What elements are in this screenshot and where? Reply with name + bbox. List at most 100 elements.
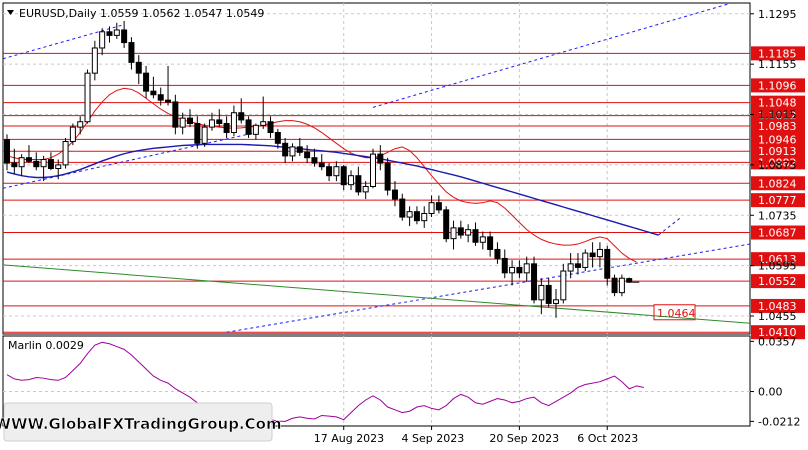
- candle-body: [33, 160, 40, 168]
- candle-body: [494, 248, 501, 259]
- marlin-oscillator: 0.0357 0.00 -0.0212: [3, 335, 800, 428]
- candle-body: [523, 263, 530, 274]
- level-price-label: 1.0613: [758, 253, 797, 266]
- candle-body: [25, 157, 32, 162]
- level-price-label: 1.0777: [758, 194, 797, 207]
- watermark-text: WWW.GlobalFXTradingGroup.Com: [0, 415, 282, 433]
- level-price-box: [751, 298, 805, 313]
- candle-body: [238, 112, 245, 121]
- candle-body: [311, 157, 318, 164]
- candle-body: [589, 252, 596, 258]
- candle-body: [450, 227, 457, 240]
- candle-body: [413, 211, 420, 222]
- level-price-label: 1.0983: [758, 120, 797, 133]
- candle-body: [223, 123, 230, 134]
- candle-body: [538, 284, 545, 301]
- time-tick-label: 17 Aug 2023: [314, 432, 384, 445]
- candle-body: [435, 202, 442, 211]
- price-tick-label: 1.1015: [758, 109, 797, 122]
- candle-body: [370, 153, 376, 187]
- candle-body: [531, 263, 538, 301]
- indicator-label: Marlin 0.0029: [8, 339, 84, 352]
- candle-body: [77, 121, 84, 128]
- candle-body: [516, 266, 523, 274]
- candle-body: [618, 277, 625, 294]
- price-tick-label: 1.0735: [758, 209, 797, 222]
- candle-body: [611, 277, 618, 294]
- candle-body: [282, 142, 289, 157]
- horizontal-levels: 1.11851.10961.10481.10121.09831.09461.09…: [3, 46, 805, 340]
- candle-body: [582, 252, 589, 268]
- candle-body: [340, 166, 347, 186]
- price-tick-label: 1.0595: [758, 260, 797, 273]
- level-price-label: 1.0946: [758, 133, 797, 146]
- candle-body: [40, 159, 47, 168]
- candle-body: [179, 117, 186, 128]
- candle-body: [318, 162, 325, 168]
- candle-body: [289, 146, 296, 157]
- level-price-box: [751, 225, 805, 240]
- candle-body: [443, 209, 450, 240]
- level-price-box: [751, 274, 805, 289]
- candle-body: [121, 29, 128, 44]
- level-price-box: [751, 119, 805, 134]
- candle-body: [267, 121, 274, 134]
- candlesticks: [4, 20, 640, 318]
- candle-body: [245, 119, 252, 135]
- moving-averages: [6, 87, 681, 263]
- candle-body: [304, 151, 311, 159]
- level-price-label: 1.1185: [758, 47, 797, 60]
- candle-body: [296, 146, 303, 153]
- candle-body: [194, 123, 201, 144]
- symbol-dropdown-icon[interactable]: [7, 10, 14, 15]
- candle-body: [106, 31, 113, 36]
- level-price-label: 1.0552: [758, 275, 797, 288]
- candle-body: [377, 153, 384, 164]
- candle-body: [157, 94, 164, 101]
- candle-body: [348, 175, 355, 186]
- green-trend-line: [2, 264, 751, 324]
- candle-body: [18, 157, 25, 168]
- candle-body: [479, 236, 486, 243]
- price-panel: [2, 2, 751, 335]
- candle-body: [230, 112, 237, 134]
- level-price-box: [751, 78, 805, 93]
- level-price-box: [751, 132, 805, 147]
- osc-tick-label: 0.00: [758, 386, 783, 399]
- candle-body: [560, 270, 567, 301]
- candle-body: [150, 90, 157, 96]
- candle-body: [362, 185, 369, 193]
- candle-body: [113, 29, 120, 36]
- level-price-box: [751, 325, 805, 340]
- level-price-box: [751, 95, 805, 110]
- red-moving-average: [6, 87, 637, 263]
- time-tick-label: 6 Oct 2023: [577, 432, 638, 445]
- candle-body: [91, 47, 98, 74]
- time-tick-label: 20 Sep 2023: [489, 432, 559, 445]
- channel-upper-line: [2, 24, 125, 60]
- price-axis: 1.1295 1.1155 1.1015 1.0875 1.0735 1.0595 1.04…: [750, 8, 797, 323]
- candle-body: [384, 162, 391, 191]
- level-price-label: 1.0824: [758, 177, 797, 190]
- candle-body: [84, 72, 91, 123]
- candle-body: [165, 99, 172, 103]
- candle-body: [391, 189, 398, 200]
- channel-lower-line: [2, 132, 256, 189]
- blue-moving-average: [6, 143, 659, 236]
- candle-body: [4, 139, 10, 164]
- candle-body: [604, 248, 611, 279]
- candle-body: [143, 72, 150, 92]
- level-price-box: [751, 46, 805, 61]
- osc-tick-label: 0.0357: [758, 335, 797, 348]
- candle-body: [509, 266, 516, 274]
- candle-body: [11, 162, 18, 168]
- candle-body: [333, 166, 340, 177]
- candle-body: [574, 263, 581, 268]
- price-tick-label: 1.0875: [758, 159, 797, 172]
- candle-body: [421, 212, 428, 222]
- candle-body: [201, 126, 208, 144]
- candle-body: [487, 236, 494, 250]
- level-price-label: 1.1096: [758, 79, 797, 92]
- candle-body: [399, 198, 406, 218]
